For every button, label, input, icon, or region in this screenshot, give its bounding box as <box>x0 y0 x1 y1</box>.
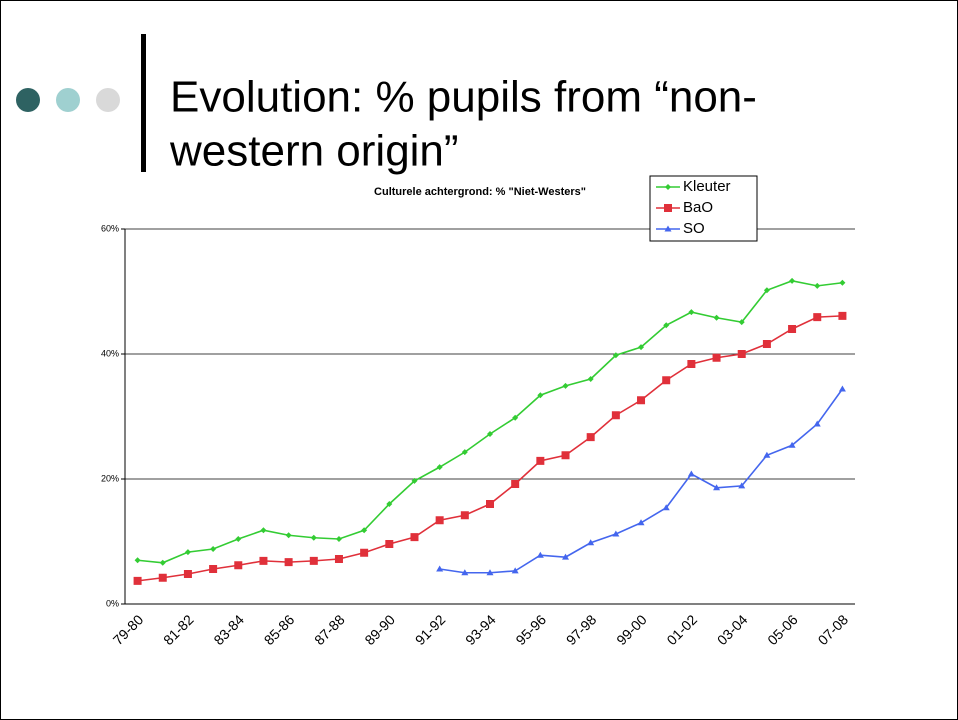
marker <box>562 382 569 389</box>
marker <box>788 441 796 448</box>
title-bar <box>141 34 146 172</box>
y-tick-label: 60% <box>101 223 119 233</box>
bullet-dot <box>56 88 80 112</box>
marker <box>536 456 545 465</box>
marker <box>738 319 745 326</box>
marker <box>813 313 822 322</box>
marker <box>687 360 696 368</box>
marker <box>461 449 468 456</box>
marker <box>234 561 243 570</box>
marker <box>184 549 191 556</box>
marker <box>838 311 847 320</box>
marker <box>435 516 444 525</box>
marker <box>712 353 721 362</box>
marker <box>664 225 672 232</box>
marker <box>386 501 393 507</box>
marker <box>436 565 444 572</box>
marker <box>587 376 594 382</box>
marker <box>133 576 142 585</box>
marker <box>259 556 268 565</box>
marker <box>562 553 570 560</box>
marker <box>738 482 746 489</box>
marker <box>762 340 771 348</box>
marker <box>789 277 796 284</box>
marker <box>385 540 394 548</box>
marker <box>561 451 570 460</box>
marker <box>814 282 821 289</box>
marker <box>713 314 720 321</box>
marker <box>612 530 620 537</box>
marker <box>638 344 645 351</box>
marker <box>838 385 846 392</box>
marker <box>334 555 343 563</box>
marker <box>309 556 318 565</box>
legend-label: BaO <box>683 199 713 216</box>
marker <box>662 504 670 511</box>
marker <box>664 204 672 212</box>
slide-title: Evolution: % pupils from “non- <box>170 73 757 122</box>
marker <box>611 411 620 420</box>
marker <box>460 511 469 520</box>
marker <box>260 527 267 534</box>
marker <box>662 376 671 385</box>
marker <box>587 539 595 546</box>
legend-label: SO <box>683 220 705 237</box>
marker <box>461 569 469 576</box>
chart-title: Culturele achtergrond: % "Niet-Westers" <box>374 186 586 198</box>
marker <box>134 557 141 564</box>
marker <box>210 546 217 552</box>
y-tick-label: 20% <box>101 473 119 483</box>
marker <box>159 559 166 566</box>
marker <box>410 533 419 542</box>
marker <box>637 396 646 405</box>
marker <box>788 325 797 333</box>
slide-title: western origin” <box>169 127 459 176</box>
marker <box>737 350 746 358</box>
marker <box>361 527 368 534</box>
marker <box>511 567 519 574</box>
marker <box>486 500 494 508</box>
marker <box>663 322 670 329</box>
marker <box>310 534 317 541</box>
bullet-dot <box>96 88 120 112</box>
y-tick-label: 0% <box>106 598 119 608</box>
marker <box>763 451 771 458</box>
marker <box>436 464 443 471</box>
marker <box>284 558 293 567</box>
marker <box>586 433 595 442</box>
marker <box>360 548 369 557</box>
marker <box>209 565 218 573</box>
marker <box>486 569 494 576</box>
marker <box>612 352 619 359</box>
marker <box>487 431 493 437</box>
marker <box>763 287 770 294</box>
marker <box>713 484 721 491</box>
bullet-dot <box>16 88 40 112</box>
marker <box>183 570 192 578</box>
marker <box>637 519 645 526</box>
marker <box>665 184 671 190</box>
marker <box>536 551 544 558</box>
marker <box>839 279 846 286</box>
marker <box>512 414 519 421</box>
marker <box>537 392 544 399</box>
y-tick-label: 40% <box>101 348 119 358</box>
marker <box>158 573 167 582</box>
marker <box>335 536 342 542</box>
marker <box>285 532 292 539</box>
marker <box>688 309 695 316</box>
marker <box>235 536 242 542</box>
marker <box>813 420 821 427</box>
marker <box>511 480 520 488</box>
marker <box>411 477 418 484</box>
marker <box>687 470 695 477</box>
legend-label: Kleuter <box>683 178 731 195</box>
